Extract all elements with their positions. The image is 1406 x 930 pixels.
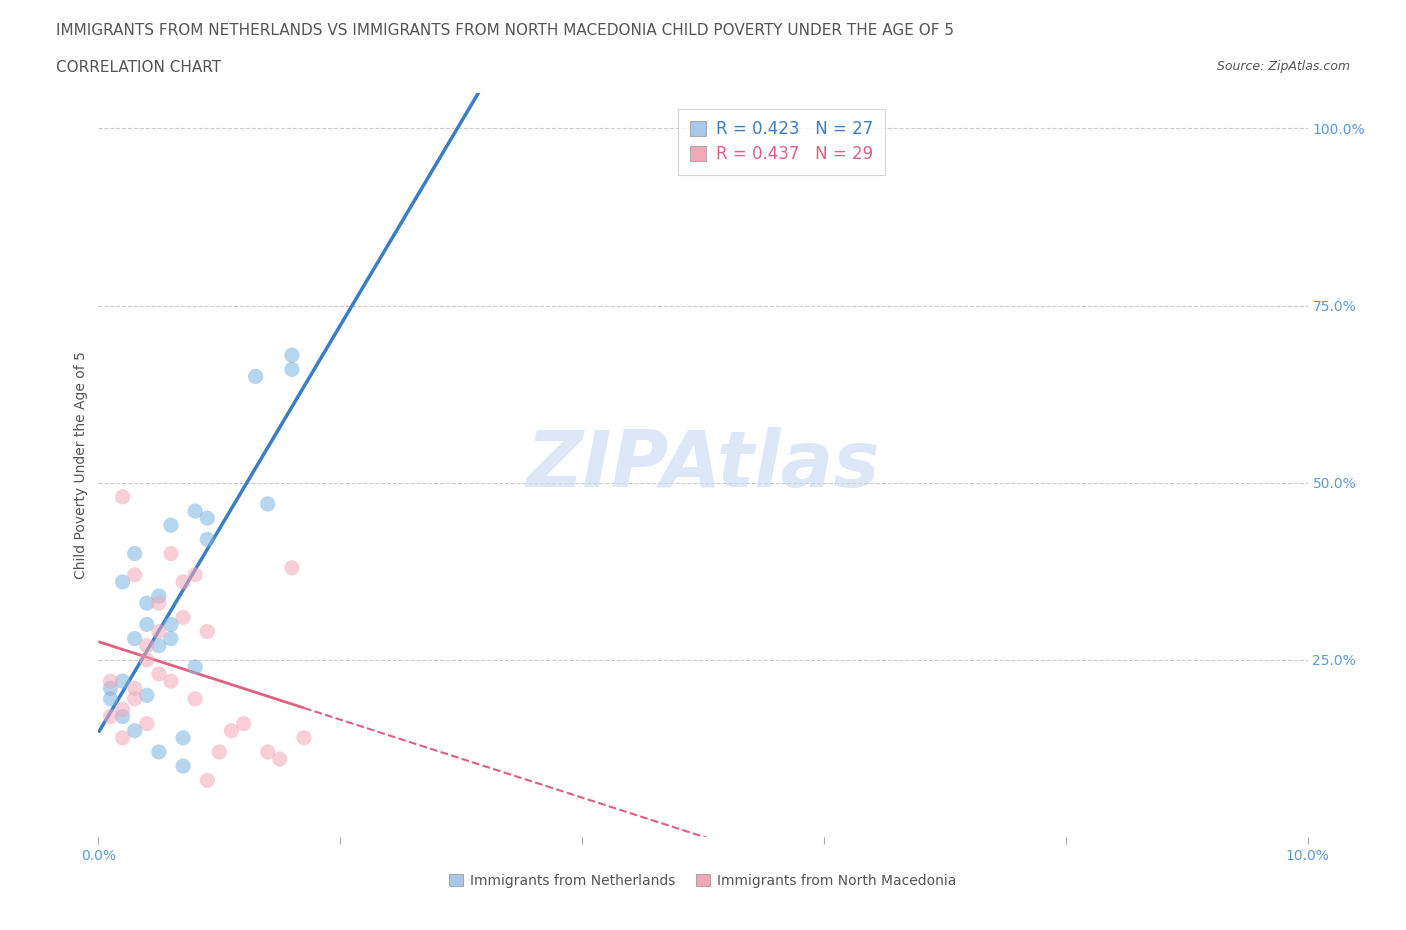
Point xyxy=(135,653,157,668)
Point xyxy=(195,511,218,525)
Point xyxy=(124,681,146,696)
Point xyxy=(232,716,254,731)
Point xyxy=(245,369,267,384)
Point xyxy=(100,673,122,688)
Point xyxy=(292,730,315,745)
Point xyxy=(281,348,304,363)
Point xyxy=(135,596,157,611)
Point xyxy=(195,773,218,788)
Point xyxy=(111,673,134,688)
Point xyxy=(148,624,170,639)
Point xyxy=(281,560,304,575)
Legend: Immigrants from Netherlands, Immigrants from North Macedonia: Immigrants from Netherlands, Immigrants … xyxy=(444,869,962,894)
Point xyxy=(160,518,183,533)
Point xyxy=(172,575,194,590)
Point xyxy=(208,745,231,760)
Point xyxy=(111,709,134,724)
Point xyxy=(135,638,157,653)
Point xyxy=(111,575,134,590)
Point xyxy=(111,702,134,717)
Point xyxy=(256,497,278,512)
Point xyxy=(221,724,243,738)
Y-axis label: Child Poverty Under the Age of 5: Child Poverty Under the Age of 5 xyxy=(75,351,89,579)
Point xyxy=(256,745,278,760)
Point xyxy=(281,362,304,377)
Point xyxy=(111,730,134,745)
Text: IMMIGRANTS FROM NETHERLANDS VS IMMIGRANTS FROM NORTH MACEDONIA CHILD POVERTY UND: IMMIGRANTS FROM NETHERLANDS VS IMMIGRANT… xyxy=(56,23,955,38)
Point xyxy=(148,667,170,682)
Point xyxy=(100,691,122,706)
Point xyxy=(160,631,183,646)
Point xyxy=(124,546,146,561)
Text: ZIPAtlas: ZIPAtlas xyxy=(526,427,880,503)
Point xyxy=(160,673,183,688)
Point xyxy=(160,546,183,561)
Point xyxy=(135,617,157,631)
Point xyxy=(160,617,183,631)
Point xyxy=(184,691,207,706)
Point xyxy=(184,567,207,582)
Point xyxy=(124,724,146,738)
Text: CORRELATION CHART: CORRELATION CHART xyxy=(56,60,221,75)
Point xyxy=(124,567,146,582)
Point xyxy=(195,532,218,547)
Point xyxy=(148,596,170,611)
Point xyxy=(269,751,291,766)
Point xyxy=(100,681,122,696)
Point xyxy=(184,659,207,674)
Point xyxy=(148,589,170,604)
Point xyxy=(124,631,146,646)
Point xyxy=(100,709,122,724)
Point xyxy=(124,691,146,706)
Point xyxy=(195,624,218,639)
Point xyxy=(172,730,194,745)
Point xyxy=(148,638,170,653)
Point xyxy=(148,745,170,760)
Point xyxy=(172,759,194,774)
Point xyxy=(184,504,207,519)
Text: Source: ZipAtlas.com: Source: ZipAtlas.com xyxy=(1216,60,1350,73)
Point xyxy=(172,610,194,625)
Point xyxy=(111,489,134,504)
Point xyxy=(135,716,157,731)
Point xyxy=(135,688,157,703)
